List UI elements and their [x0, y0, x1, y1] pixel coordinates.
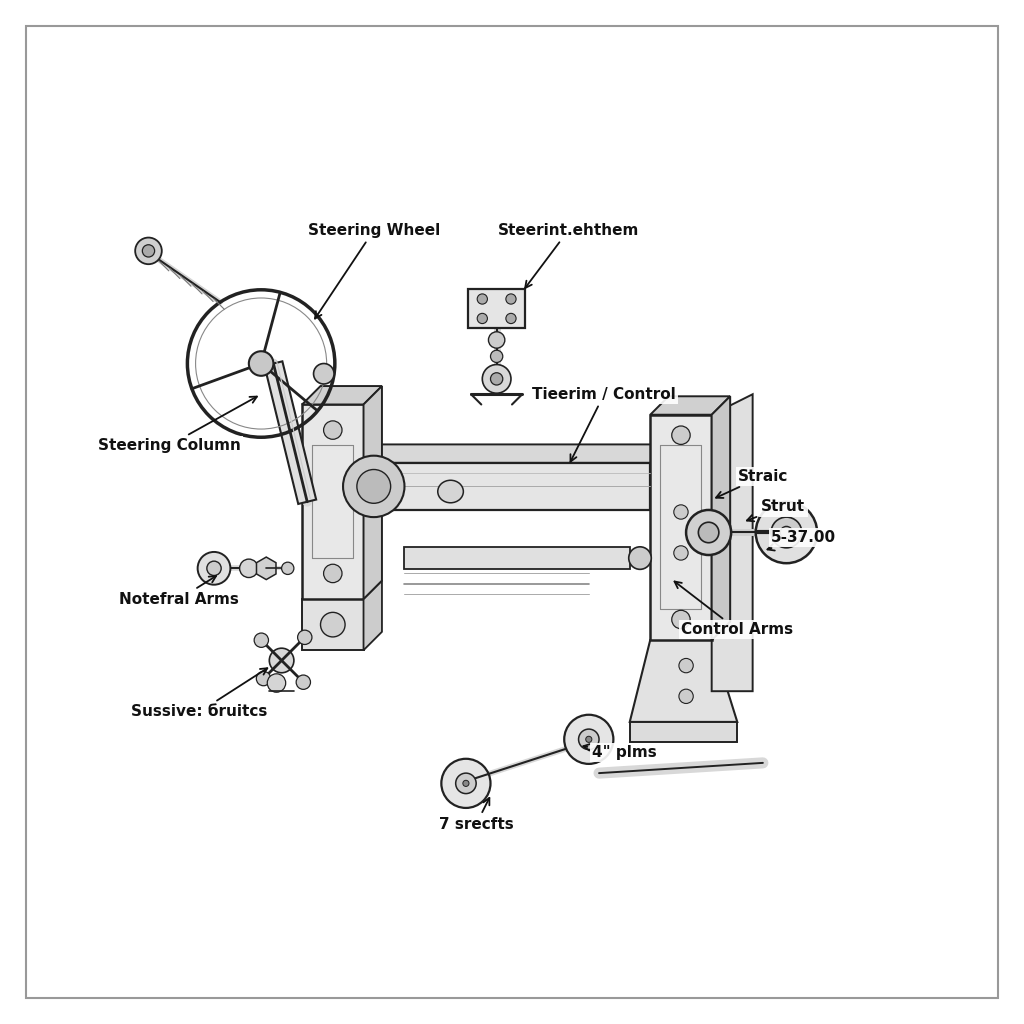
- Circle shape: [267, 674, 286, 692]
- Circle shape: [771, 517, 802, 548]
- Text: Steerint.еhthem: Steerint.еhthem: [498, 223, 639, 288]
- Polygon shape: [364, 386, 382, 599]
- Circle shape: [456, 773, 476, 794]
- Circle shape: [490, 373, 503, 385]
- Circle shape: [324, 421, 342, 439]
- Circle shape: [672, 610, 690, 629]
- Circle shape: [256, 672, 270, 686]
- Polygon shape: [302, 404, 364, 599]
- Circle shape: [313, 364, 334, 384]
- Circle shape: [343, 456, 404, 517]
- Circle shape: [506, 313, 516, 324]
- Polygon shape: [256, 557, 276, 580]
- Polygon shape: [712, 396, 730, 640]
- Text: 7 srecfts: 7 srecfts: [439, 798, 513, 831]
- Text: Control Arms: Control Arms: [675, 582, 794, 637]
- Polygon shape: [712, 394, 753, 691]
- Circle shape: [207, 561, 221, 575]
- Polygon shape: [364, 463, 650, 510]
- Polygon shape: [302, 599, 364, 650]
- Circle shape: [564, 715, 613, 764]
- Text: 5-37.00: 5-37.00: [767, 530, 837, 551]
- Circle shape: [477, 313, 487, 324]
- Circle shape: [135, 238, 162, 264]
- Circle shape: [198, 552, 230, 585]
- Circle shape: [254, 633, 268, 647]
- Circle shape: [321, 612, 345, 637]
- Circle shape: [679, 658, 693, 673]
- Ellipse shape: [438, 480, 463, 503]
- Polygon shape: [404, 547, 630, 569]
- Circle shape: [240, 559, 258, 578]
- Circle shape: [282, 562, 294, 574]
- Text: Notefral Arms: Notefral Arms: [119, 575, 240, 606]
- Circle shape: [463, 780, 469, 786]
- Circle shape: [674, 505, 688, 519]
- Polygon shape: [650, 415, 712, 640]
- Circle shape: [490, 350, 503, 362]
- FancyBboxPatch shape: [468, 289, 524, 328]
- Circle shape: [686, 510, 731, 555]
- Text: Strut: Strut: [746, 500, 806, 521]
- Circle shape: [356, 469, 391, 503]
- Polygon shape: [302, 386, 382, 404]
- Circle shape: [756, 502, 817, 563]
- Circle shape: [674, 546, 688, 560]
- Text: Sussive: бruitcs: Sussive: бruitcs: [131, 669, 268, 719]
- Polygon shape: [712, 396, 730, 640]
- Text: 4" plms: 4" plms: [584, 744, 657, 760]
- Circle shape: [488, 332, 505, 348]
- Circle shape: [679, 689, 693, 703]
- Circle shape: [698, 522, 719, 543]
- Text: Steering Column: Steering Column: [97, 396, 257, 453]
- Circle shape: [296, 675, 310, 689]
- Polygon shape: [630, 640, 737, 722]
- Circle shape: [482, 365, 511, 393]
- Polygon shape: [264, 361, 316, 504]
- Circle shape: [298, 630, 312, 644]
- Polygon shape: [630, 722, 737, 742]
- Circle shape: [629, 547, 651, 569]
- Circle shape: [477, 294, 487, 304]
- Text: Steering Wheel: Steering Wheel: [307, 223, 440, 318]
- Circle shape: [142, 245, 155, 257]
- Circle shape: [249, 351, 273, 376]
- Text: Tieerim / Control: Tieerim / Control: [532, 387, 676, 462]
- Circle shape: [441, 759, 490, 808]
- Circle shape: [269, 648, 294, 673]
- Polygon shape: [364, 444, 669, 463]
- Circle shape: [672, 426, 690, 444]
- Circle shape: [586, 736, 592, 742]
- Text: Straic: Straic: [716, 469, 788, 498]
- Circle shape: [506, 294, 516, 304]
- Circle shape: [324, 564, 342, 583]
- Polygon shape: [364, 581, 382, 650]
- Circle shape: [780, 526, 793, 539]
- Polygon shape: [650, 396, 730, 415]
- Circle shape: [579, 729, 599, 750]
